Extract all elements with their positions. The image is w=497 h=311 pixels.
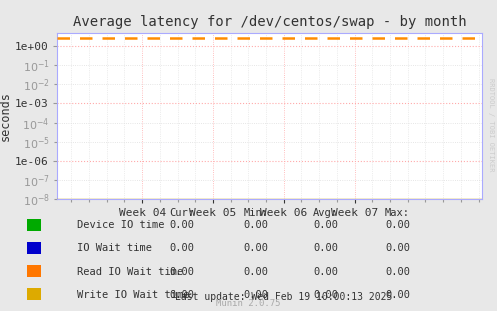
Text: 0.00: 0.00 [385,267,410,276]
Text: 0.00: 0.00 [244,220,268,230]
Text: 0.00: 0.00 [313,220,338,230]
Text: Min:: Min: [244,208,268,218]
Text: 0.00: 0.00 [385,244,410,253]
Text: Read IO Wait time: Read IO Wait time [77,267,183,276]
Text: IO Wait time: IO Wait time [77,244,152,253]
Text: Device IO time: Device IO time [77,220,165,230]
Text: 0.00: 0.00 [313,290,338,299]
Text: Max:: Max: [385,208,410,218]
Y-axis label: seconds: seconds [0,91,11,141]
Text: Last update: Wed Feb 19 10:00:13 2025: Last update: Wed Feb 19 10:00:13 2025 [174,292,392,302]
Text: 0.00: 0.00 [313,267,338,276]
Text: 0.00: 0.00 [313,244,338,253]
Text: 0.00: 0.00 [385,290,410,299]
Text: 0.00: 0.00 [169,220,194,230]
Text: Munin 2.0.75: Munin 2.0.75 [216,299,281,308]
Title: Average latency for /dev/centos/swap - by month: Average latency for /dev/centos/swap - b… [73,15,467,29]
Text: 0.00: 0.00 [244,290,268,299]
Text: Cur:: Cur: [169,208,194,218]
Text: 0.00: 0.00 [169,267,194,276]
Text: Avg:: Avg: [313,208,338,218]
Text: 0.00: 0.00 [244,267,268,276]
Text: RRDTOOL / TOBI OETIKER: RRDTOOL / TOBI OETIKER [488,78,494,171]
Text: 0.00: 0.00 [169,244,194,253]
Text: Write IO Wait time: Write IO Wait time [77,290,189,299]
Text: 0.00: 0.00 [244,244,268,253]
Text: 0.00: 0.00 [169,290,194,299]
Text: 0.00: 0.00 [385,220,410,230]
